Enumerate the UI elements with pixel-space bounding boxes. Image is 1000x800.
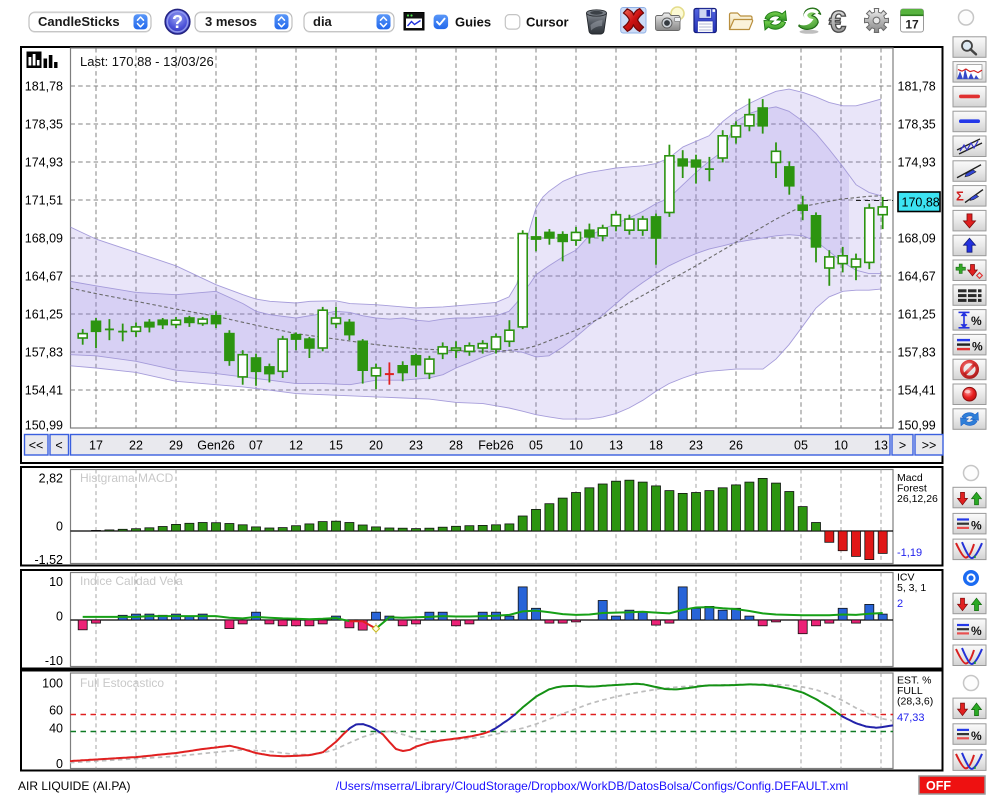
svg-text:0: 0 bbox=[56, 757, 63, 771]
svg-text:161,25: 161,25 bbox=[898, 307, 936, 321]
svg-text:3 mesos: 3 mesos bbox=[205, 14, 257, 29]
svg-text:ICV: ICV bbox=[897, 572, 915, 584]
svg-text:?: ? bbox=[172, 12, 183, 32]
svg-text:154,41: 154,41 bbox=[898, 383, 936, 397]
svg-text:157,83: 157,83 bbox=[25, 345, 63, 359]
svg-text:Indice Calidad Vela: Indice Calidad Vela bbox=[80, 574, 183, 588]
svg-text:15: 15 bbox=[329, 439, 343, 453]
svg-text:€: € bbox=[829, 4, 846, 39]
svg-text:0: 0 bbox=[56, 609, 63, 623]
svg-text:%: % bbox=[972, 339, 983, 353]
svg-text:Forest: Forest bbox=[897, 483, 927, 495]
svg-text:18: 18 bbox=[649, 439, 663, 453]
svg-text:154,41: 154,41 bbox=[25, 383, 63, 397]
svg-text:FULL: FULL bbox=[897, 685, 923, 697]
svg-text:Σ: Σ bbox=[956, 189, 964, 204]
svg-text:157,83: 157,83 bbox=[898, 345, 936, 359]
svg-text:174,93: 174,93 bbox=[898, 155, 936, 169]
svg-text:AIR LIQUIDE (AI.PA): AIR LIQUIDE (AI.PA) bbox=[18, 779, 130, 793]
svg-text:26: 26 bbox=[729, 439, 743, 453]
svg-text:CandleSticks: CandleSticks bbox=[38, 14, 120, 29]
svg-text:168,09: 168,09 bbox=[898, 231, 936, 245]
svg-text:(28,3,6): (28,3,6) bbox=[897, 696, 933, 708]
svg-text:5, 3, 1: 5, 3, 1 bbox=[897, 582, 926, 594]
svg-text:170,88: 170,88 bbox=[902, 196, 940, 210]
svg-text:<<: << bbox=[29, 439, 44, 453]
svg-text:Cursor: Cursor bbox=[526, 15, 569, 30]
svg-text:40: 40 bbox=[49, 721, 63, 735]
svg-text:10: 10 bbox=[834, 439, 848, 453]
svg-text:12: 12 bbox=[289, 439, 303, 453]
svg-text:13: 13 bbox=[874, 439, 888, 453]
svg-text:Full Estocastico: Full Estocastico bbox=[80, 676, 164, 690]
svg-text:47,33: 47,33 bbox=[897, 712, 925, 724]
svg-text:13: 13 bbox=[609, 439, 623, 453]
svg-text:2,82: 2,82 bbox=[39, 471, 63, 485]
svg-text:10: 10 bbox=[49, 575, 63, 589]
svg-text:178,35: 178,35 bbox=[25, 117, 63, 131]
svg-text:<: < bbox=[55, 439, 62, 453]
svg-text:%: % bbox=[971, 729, 982, 743]
svg-text:/Users/mserra/Library/CloudSto: /Users/mserra/Library/CloudStorage/Dropb… bbox=[336, 779, 848, 793]
svg-text:>: > bbox=[899, 439, 906, 453]
svg-text:-10: -10 bbox=[45, 654, 63, 668]
svg-text:10: 10 bbox=[569, 439, 583, 453]
svg-text:>>: >> bbox=[922, 439, 937, 453]
svg-text:%: % bbox=[971, 518, 982, 532]
svg-text:150,99: 150,99 bbox=[25, 418, 63, 432]
svg-text:%: % bbox=[971, 624, 982, 638]
svg-text:174,93: 174,93 bbox=[25, 155, 63, 169]
svg-text:164,67: 164,67 bbox=[25, 269, 63, 283]
svg-text:28: 28 bbox=[449, 439, 463, 453]
svg-text:2: 2 bbox=[897, 598, 903, 610]
svg-text:-1,19: -1,19 bbox=[897, 547, 922, 559]
svg-text:%: % bbox=[971, 314, 982, 328]
svg-text:17: 17 bbox=[905, 18, 919, 32]
svg-text:17: 17 bbox=[89, 439, 103, 453]
svg-text:dia: dia bbox=[313, 14, 333, 29]
svg-text:Macd: Macd bbox=[897, 472, 923, 484]
svg-text:161,25: 161,25 bbox=[25, 307, 63, 321]
svg-text:05: 05 bbox=[529, 439, 543, 453]
svg-text:0: 0 bbox=[56, 519, 63, 533]
svg-text:OFF: OFF bbox=[926, 779, 951, 793]
svg-text:Feb26: Feb26 bbox=[478, 439, 513, 453]
svg-text:Guies: Guies bbox=[455, 15, 491, 30]
svg-text:Histgrama MACD: Histgrama MACD bbox=[80, 471, 174, 485]
svg-text:100: 100 bbox=[42, 676, 63, 690]
svg-text:171,51: 171,51 bbox=[25, 193, 63, 207]
svg-text:22: 22 bbox=[129, 439, 143, 453]
svg-text:181,78: 181,78 bbox=[898, 79, 936, 93]
svg-text:20: 20 bbox=[369, 439, 383, 453]
svg-text:07: 07 bbox=[249, 439, 263, 453]
svg-text:Gen26: Gen26 bbox=[197, 439, 235, 453]
svg-text:-1,52: -1,52 bbox=[35, 553, 64, 567]
svg-text:60: 60 bbox=[49, 703, 63, 717]
svg-text:29: 29 bbox=[169, 439, 183, 453]
svg-text:164,67: 164,67 bbox=[898, 269, 936, 283]
svg-text:181,78: 181,78 bbox=[25, 79, 63, 93]
svg-text:26,12,26: 26,12,26 bbox=[897, 493, 938, 505]
svg-text:23: 23 bbox=[409, 439, 423, 453]
svg-text:168,09: 168,09 bbox=[25, 231, 63, 245]
svg-text:EST. %: EST. % bbox=[897, 675, 931, 687]
svg-text:23: 23 bbox=[689, 439, 703, 453]
svg-text:150,99: 150,99 bbox=[898, 418, 936, 432]
svg-text:178,35: 178,35 bbox=[898, 117, 936, 131]
svg-text:05: 05 bbox=[794, 439, 808, 453]
svg-text:Last: 170.88 - 13/03/26: Last: 170.88 - 13/03/26 bbox=[80, 54, 214, 69]
